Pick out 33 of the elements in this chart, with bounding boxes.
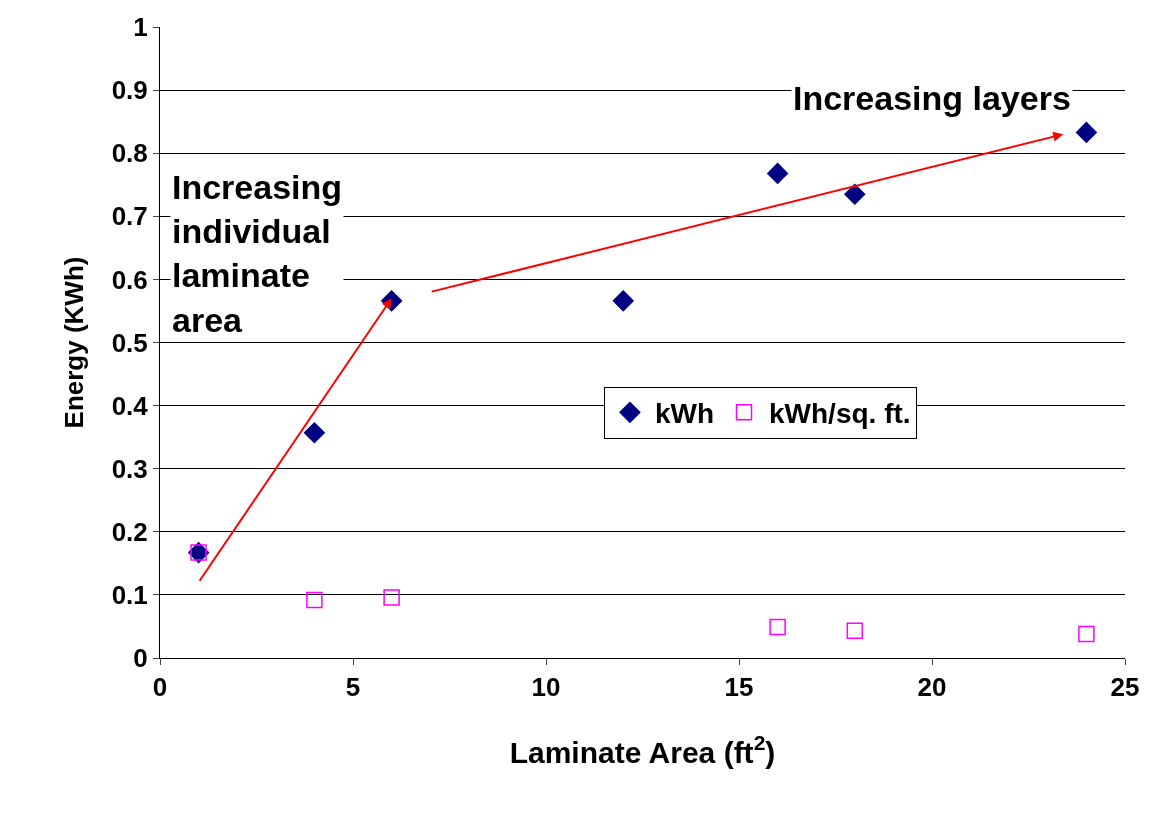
y-tick-label: 0.3 bbox=[111, 453, 148, 484]
point bbox=[767, 162, 789, 184]
y-tick-label: 0.2 bbox=[111, 516, 148, 547]
point bbox=[383, 589, 400, 606]
y-tick-label: 0.5 bbox=[111, 327, 148, 358]
y-axis-title: Energy (KWh) bbox=[59, 256, 90, 429]
point bbox=[769, 618, 786, 636]
x-tick-label: 5 bbox=[345, 672, 361, 703]
y-tick-label: 0.6 bbox=[111, 264, 148, 295]
x-tick-label: 0 bbox=[152, 672, 168, 703]
point bbox=[612, 290, 634, 312]
point bbox=[1075, 121, 1097, 143]
y-tick-label: 0 bbox=[133, 643, 148, 674]
y-tick-label: 0.1 bbox=[111, 580, 148, 610]
annotation: Increasing layers bbox=[793, 79, 1071, 117]
point bbox=[303, 422, 325, 444]
y-tick-label: 0.8 bbox=[111, 138, 148, 169]
legend-label: kWh/sq. ft. bbox=[769, 398, 911, 430]
y-tick-label: 0.9 bbox=[111, 75, 148, 106]
x-tick-label: 20 bbox=[917, 672, 947, 703]
point bbox=[1078, 625, 1095, 643]
x-tick-label: 10 bbox=[531, 672, 561, 703]
y-tick-label: 0.4 bbox=[111, 390, 149, 421]
y-tick-label: 0.7 bbox=[111, 201, 148, 232]
point bbox=[846, 622, 864, 640]
point bbox=[844, 183, 866, 205]
legend-label: kWh bbox=[654, 398, 715, 430]
x-axis-title: Laminate Area (ft$^{2}$) bbox=[509, 731, 776, 769]
y-tick-label: 1 bbox=[133, 12, 148, 43]
annotation: Increasing individual laminate area bbox=[172, 168, 343, 339]
x-tick-label: 15 bbox=[724, 672, 754, 703]
x-tick-label: 25 bbox=[1110, 672, 1140, 703]
point bbox=[306, 591, 323, 609]
